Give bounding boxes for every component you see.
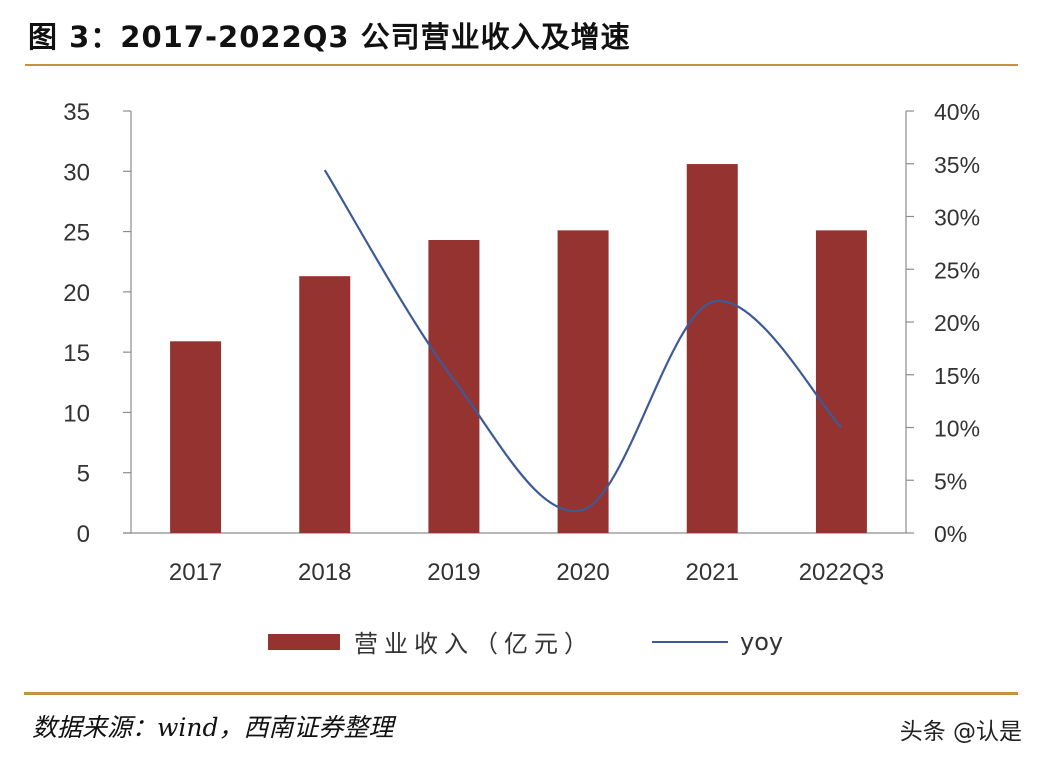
y-left-tick-label: 30 <box>63 159 90 186</box>
y-right-tick-label: 10% <box>934 416 980 442</box>
y-right-tick-label: 30% <box>934 205 980 231</box>
yoy-line <box>323 169 843 513</box>
y-left-tick-label: 25 <box>63 220 90 247</box>
legend-bar-label: 营业收入（亿元） <box>354 630 594 658</box>
x-tick-label: 2017 <box>169 559 222 586</box>
x-tick-label: 2020 <box>556 559 609 586</box>
y-right-tick-label: 35% <box>934 152 980 178</box>
chart-legend: 营业收入（亿元） yoy <box>268 624 783 659</box>
y-right-tick-label: 40% <box>934 99 980 125</box>
revenue-bar <box>170 341 222 533</box>
top-divider <box>25 64 1018 66</box>
y-left-tick-label: 5 <box>77 461 90 488</box>
revenue-bars <box>170 164 867 534</box>
y-left-tick-label: 35 <box>63 99 90 126</box>
legend-line-swatch <box>652 640 728 643</box>
watermark: 头条 @认是 <box>899 719 1022 745</box>
axis-labels: 0 5 10 15 20 25 30 35 0% 5% 10% 15% 20% 25% 30% 35% 40% 2… <box>63 99 980 586</box>
data-source-note: 数据来源：wind，西南证券整理 <box>32 713 394 742</box>
figure-title: 图 3：2017-2022Q3 公司营业收入及增速 <box>28 20 631 54</box>
chart-axes <box>123 110 914 534</box>
y-right-tick-label: 15% <box>934 363 980 389</box>
legend-bar-swatch <box>268 633 340 650</box>
y-right-tick-label: 0% <box>934 521 967 547</box>
x-tick-label: 2022Q3 <box>799 559 884 586</box>
revenue-bar <box>686 164 738 533</box>
y-left-tick-label: 10 <box>63 400 90 427</box>
y-left-tick-label: 20 <box>63 280 90 307</box>
y-right-tick-label: 20% <box>934 310 980 336</box>
revenue-bar <box>299 276 351 533</box>
x-tick-label: 2018 <box>298 559 351 586</box>
revenue-bar <box>815 230 867 533</box>
revenue-bar <box>557 230 609 533</box>
legend-line-label: yoy <box>740 627 784 656</box>
x-tick-label: 2021 <box>686 559 739 586</box>
y-right-tick-label: 5% <box>934 468 967 494</box>
y-left-tick-label: 0 <box>77 521 90 548</box>
x-tick-label: 2019 <box>427 559 480 586</box>
y-left-tick-label: 15 <box>63 340 90 367</box>
y-right-tick-label: 25% <box>934 257 980 283</box>
revenue-growth-chart: 0 5 10 15 20 25 30 35 0% 5% 10% 15% 20% 25% 30% 35% 40% 2… <box>63 99 980 586</box>
bottom-divider <box>24 692 1018 695</box>
revenue-bar <box>428 240 480 534</box>
